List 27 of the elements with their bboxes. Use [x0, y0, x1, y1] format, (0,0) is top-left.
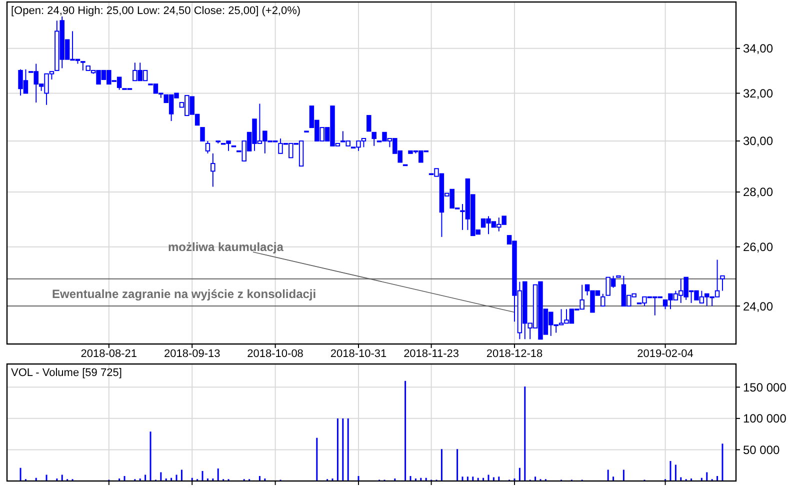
x-tick-label: 2018-10-08	[247, 348, 304, 360]
candlestick	[720, 275, 725, 292]
y-tick-label: 26,00	[743, 240, 774, 254]
chart-title: VOL - Volume [59 725]	[11, 367, 122, 379]
y-tick-label: 150 000	[743, 380, 787, 394]
x-tick-label: 2018-09-13	[164, 348, 220, 360]
chart-title: [Open: 24,90 High: 25,00 Low: 24,50 Close: 25,00] (+2,0%)	[11, 5, 301, 17]
y-tick-label: 50 000	[743, 442, 780, 457]
y-tick-label: 24,00	[743, 299, 774, 314]
candlestick	[600, 293, 606, 307]
x-tick-label: 2019-02-04	[637, 348, 694, 360]
x-tick-label: 2018-08-21	[80, 348, 138, 360]
candlestick	[372, 132, 376, 146]
x-tick-label: 2018-12-18	[486, 348, 543, 360]
candlestick	[210, 152, 216, 188]
x-tick-label: 2018-11-23	[404, 348, 460, 360]
annotation: możliwa kaumulacja	[168, 240, 284, 254]
annotation: Ewentualne zagranie na wyjście z konsolidacji	[52, 287, 316, 301]
y-tick-label: 100 000	[743, 412, 787, 426]
candlestick	[366, 115, 372, 132]
y-tick-label: 32,00	[743, 86, 774, 100]
y-tick-label: 34,00	[743, 42, 774, 56]
candlestick	[200, 127, 205, 142]
candlestick	[205, 140, 210, 154]
x-tick-label: 2018-10-31	[330, 348, 387, 360]
y-tick-label: 30,00	[743, 134, 774, 148]
y-tick-label: 28,00	[743, 185, 774, 200]
